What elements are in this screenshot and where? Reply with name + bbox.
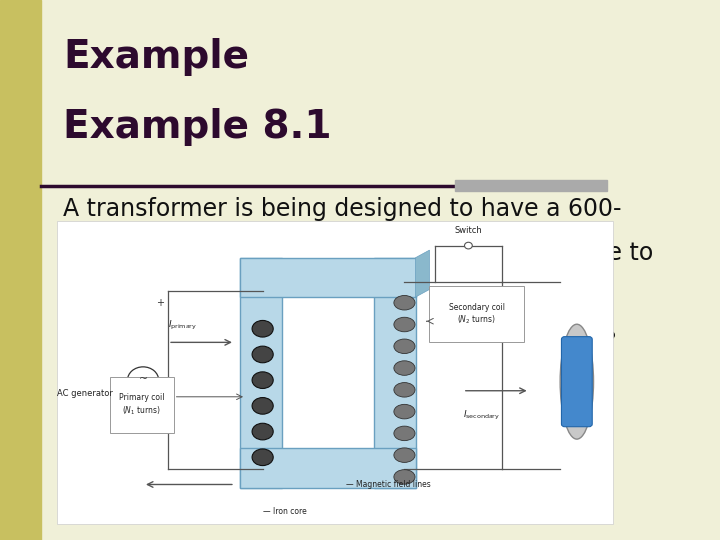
Ellipse shape [252,320,273,337]
Text: be 800 turns of wire in the input coil,  how: be 800 turns of wire in the input coil, … [63,286,588,309]
Text: many turns must there be in the output coil?: many turns must there be in the output c… [63,330,617,354]
Bar [374,258,415,488]
Text: Switch: Switch [454,226,482,235]
Ellipse shape [394,470,415,484]
Text: $\it{I}_{\rm primary}$: $\it{I}_{\rm primary}$ [168,319,197,332]
Text: Example 8.1: Example 8.1 [63,108,332,146]
Text: — Magnetic field lines: — Magnetic field lines [346,480,431,489]
Ellipse shape [252,397,273,414]
Ellipse shape [394,295,415,310]
Bar [429,286,524,342]
Bar [240,448,415,488]
Polygon shape [415,250,429,297]
Ellipse shape [394,361,415,375]
Ellipse shape [252,449,273,465]
Ellipse shape [560,324,593,439]
Circle shape [464,242,472,249]
Bar [0,0,41,540]
Text: $\it{I}_{\rm secondary}$: $\it{I}_{\rm secondary}$ [463,409,500,422]
Text: — Iron core: — Iron core [263,507,307,516]
Ellipse shape [394,448,415,462]
Text: AC generator: AC generator [57,389,113,399]
Ellipse shape [394,318,415,332]
Bar [455,180,607,191]
Bar [57,221,613,524]
Text: Example: Example [63,38,249,76]
Text: Secondary coil
$(N_2$ turns): Secondary coil $(N_2$ turns) [449,303,505,326]
Ellipse shape [394,339,415,354]
Circle shape [127,367,158,394]
Ellipse shape [394,426,415,441]
Ellipse shape [394,404,415,419]
Text: A transformer is being designed to have a 600-: A transformer is being designed to have … [63,197,621,221]
Bar [240,258,282,488]
Text: ~: ~ [138,374,148,383]
Text: +: + [156,298,163,308]
Text: volt output with a 120-volt input.  If there are to: volt output with a 120-volt input. If th… [63,241,654,265]
Ellipse shape [252,372,273,388]
Text: Primary coil
$(N_1$ turns): Primary coil $(N_1$ turns) [119,394,164,417]
FancyBboxPatch shape [562,336,593,427]
Bar [240,258,415,297]
Bar [109,377,174,433]
Ellipse shape [394,382,415,397]
Ellipse shape [252,423,273,440]
Text: 37: 37 [595,512,613,526]
Ellipse shape [252,346,273,363]
